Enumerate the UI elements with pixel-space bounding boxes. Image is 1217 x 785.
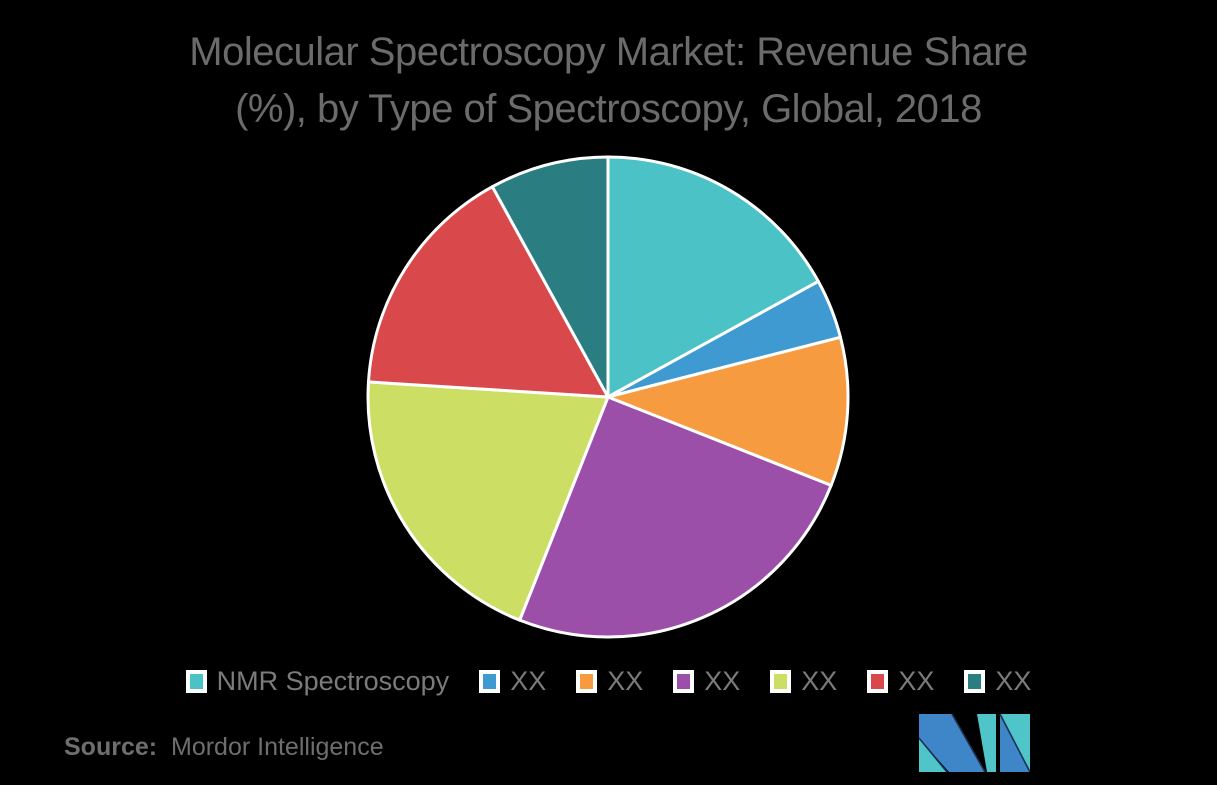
legend-swatch-4 xyxy=(673,670,695,693)
source-note: Source: Mordor Intelligence xyxy=(64,733,384,762)
legend-swatch-1 xyxy=(185,670,207,693)
logo-divider-3 xyxy=(999,713,1030,773)
legend-label-2: XX xyxy=(510,666,547,696)
logo-teal-stroke xyxy=(977,714,996,772)
legend-item-3: XX xyxy=(576,666,643,697)
chart-title-line1: Molecular Spectroscopy Market: Revenue S… xyxy=(189,30,1028,74)
legend-item-4: XX xyxy=(673,666,740,697)
pie-slice-xx-5 xyxy=(366,380,610,622)
pie-slice-xx-3 xyxy=(606,335,850,487)
pie-slice-xx-7 xyxy=(490,155,610,399)
legend-item-7: XX xyxy=(964,666,1031,697)
logo-divider-2 xyxy=(951,713,986,773)
legend-label-4: XX xyxy=(704,666,741,696)
legend-swatch-3 xyxy=(576,670,598,693)
logo-divider-1 xyxy=(918,737,948,773)
legend-label-1: NMR Spectroscopy xyxy=(216,666,450,696)
legend-label-6: XX xyxy=(898,666,935,696)
pie-slice-nmr-spectroscopy xyxy=(606,155,820,399)
chart-title: Molecular Spectroscopy Market: Revenue S… xyxy=(0,24,1217,138)
pie-slice-xx-6 xyxy=(366,185,610,399)
legend-label-7: XX xyxy=(995,666,1032,696)
legend-swatch-2 xyxy=(479,670,501,693)
legend-item-2: XX xyxy=(479,666,546,697)
legend-swatch-7 xyxy=(964,670,986,693)
mordor-intelligence-logo xyxy=(918,713,1030,773)
pie-slice-xx-4 xyxy=(518,395,833,639)
source-text xyxy=(164,733,171,761)
legend-item-1: NMR Spectroscopy xyxy=(185,666,450,697)
legend-swatch-5 xyxy=(770,670,792,693)
legend-item-5: XX xyxy=(770,666,837,697)
source-value: Mordor Intelligence xyxy=(171,733,384,761)
chart-title-line2: (%), by Type of Spectroscopy, Global, 20… xyxy=(235,87,982,131)
legend-label-5: XX xyxy=(801,666,838,696)
pie-chart xyxy=(366,155,850,639)
legend: NMR Spectroscopy XX XX XX XX XX XX xyxy=(0,666,1217,697)
logo-blue-stroke xyxy=(919,714,985,772)
legend-swatch-6 xyxy=(867,670,889,693)
legend-label-3: XX xyxy=(607,666,644,696)
legend-item-6: XX xyxy=(867,666,934,697)
source-prefix: Source: xyxy=(64,733,158,761)
